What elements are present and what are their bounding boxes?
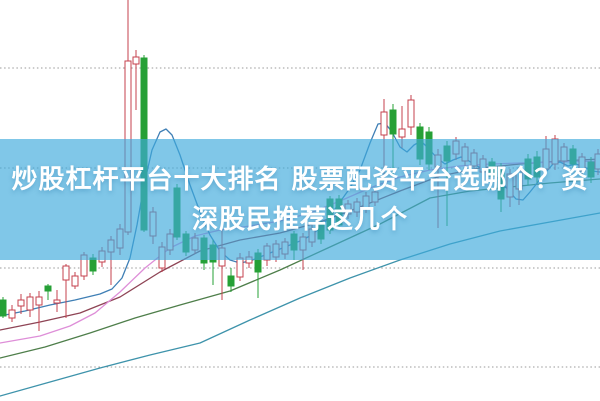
headline-line-1: 炒股杠杆平台十大排名 股票配资平台选哪个？资: [11, 164, 589, 195]
news-headline-banner[interactable]: 炒股杠杆平台十大排名 股票配资平台选哪个？资 深股民推荐这几个: [0, 139, 600, 260]
headline-line-2: 深股民推荐这几个: [191, 204, 408, 235]
